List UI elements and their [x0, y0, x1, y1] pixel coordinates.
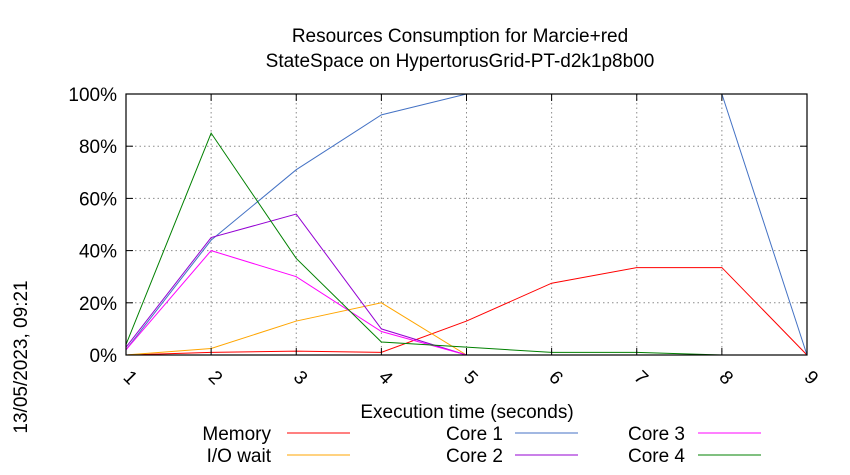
- x-tick-label: 7: [629, 367, 651, 389]
- y-tick-label: 0%: [90, 346, 118, 367]
- x-tick-label: 8: [715, 367, 737, 389]
- series-line-memory: [125, 267, 808, 356]
- x-tick-label: 9: [800, 367, 822, 389]
- legend-label: Core 1: [446, 424, 503, 445]
- timestamp-label: 13/05/2023, 09:21: [11, 280, 32, 433]
- y-tick-label: 40%: [79, 242, 117, 263]
- y-tick-label: 80%: [79, 137, 117, 158]
- legend-label: Memory: [202, 424, 271, 445]
- x-tick-label: 2: [204, 367, 226, 389]
- y-tick-label: 60%: [79, 189, 117, 210]
- y-tick-label: 100%: [68, 85, 117, 106]
- x-tick-label: 1: [119, 367, 141, 389]
- y-tick-label: 20%: [79, 294, 117, 315]
- x-tick-label: 3: [289, 367, 311, 389]
- legend-label: I/O wait: [207, 446, 272, 467]
- axis-ticks: 0% 20% 40% 60% 80% 100% 1 2 3 4 5 6 7 8 9: [68, 85, 822, 390]
- legend-label: Core 2: [446, 446, 503, 467]
- grid-lines: [126, 94, 807, 355]
- chart-title-line-2: StateSpace on HypertorusGrid-PT-d2k1p8b0…: [266, 51, 655, 72]
- legend-label: Core 4: [628, 446, 685, 467]
- x-tick-label: 4: [374, 367, 397, 390]
- x-tick-label: 5: [459, 367, 481, 389]
- chart-title-line-1: Resources Consumption for Marcie+red: [292, 26, 628, 47]
- series-line-core-4: [125, 132, 807, 356]
- x-tick-label: 6: [544, 367, 566, 389]
- legend-label: Core 3: [628, 424, 685, 445]
- x-axis-label: Execution time (seconds): [360, 402, 573, 423]
